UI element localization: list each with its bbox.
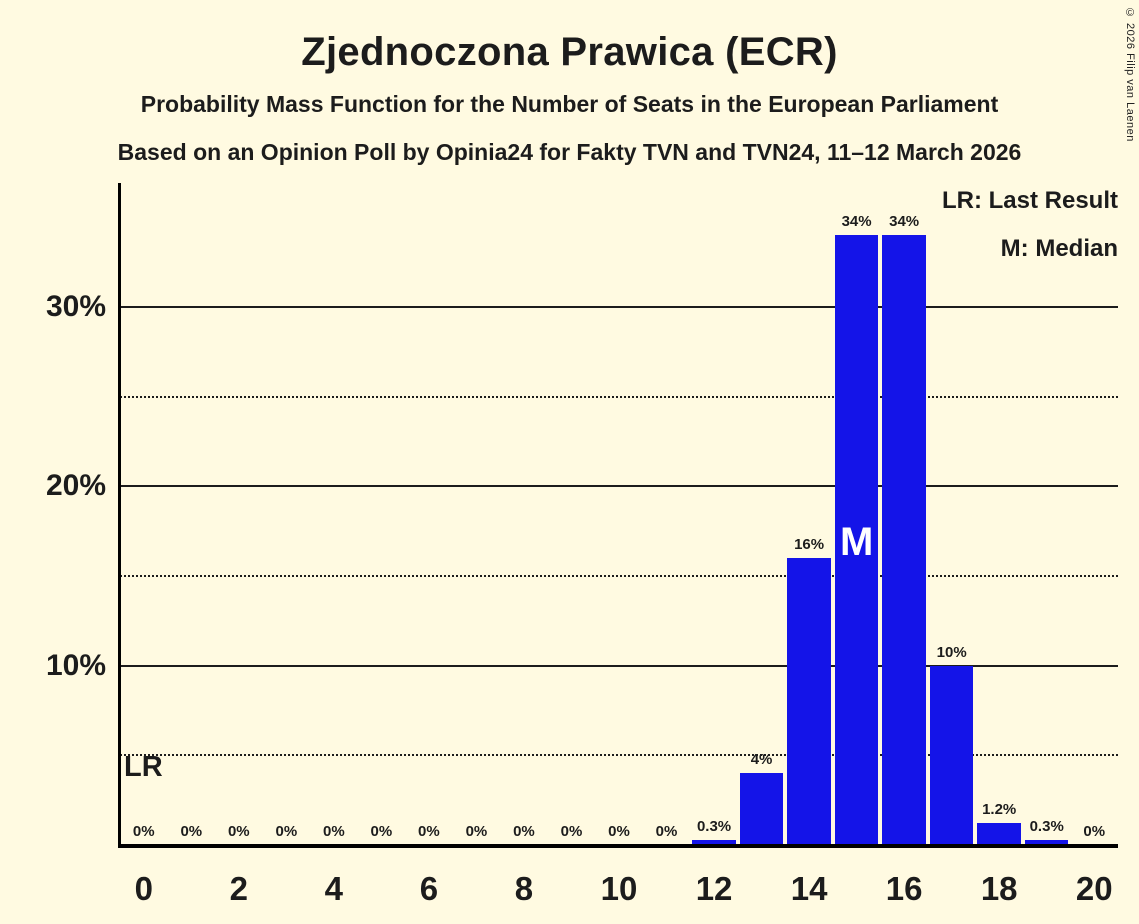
x-axis-tick-label: 10 <box>600 870 638 907</box>
x-axis-tick-label: 16 <box>885 870 923 907</box>
y-axis-tick-label: 10% <box>45 648 106 682</box>
x-axis-tick-label: 14 <box>790 870 828 907</box>
bar-value-label: 0% <box>418 823 440 840</box>
y-axis-tick-label: 20% <box>45 469 106 503</box>
gridline-solid <box>120 306 1118 309</box>
x-axis-tick-label: 18 <box>980 870 1018 907</box>
gridline-solid <box>120 664 1118 667</box>
bar-value-label: 0% <box>227 823 250 840</box>
bar-value-label: 0% <box>180 823 203 840</box>
legend-median: M: Median <box>1000 235 1118 262</box>
x-axis-tick-label: 12 <box>695 870 733 907</box>
bar <box>834 235 879 845</box>
bar-value-label: 0% <box>608 823 630 840</box>
y-axis-line <box>118 183 121 848</box>
bar-value-label: 0% <box>132 823 155 840</box>
chart-title: Zjednoczona Prawica (ECR) <box>301 30 838 74</box>
bar-value-label: 0% <box>560 823 583 840</box>
x-axis-tick-label: 2 <box>229 870 248 907</box>
bar <box>1024 839 1069 845</box>
bar-value-label: 4% <box>750 751 773 769</box>
bar-value-label: 34% <box>889 213 920 231</box>
x-axis-tick-label: 6 <box>419 870 439 907</box>
bar-value-label: 0.3% <box>696 817 732 835</box>
y-axis-tick-label: 30% <box>45 290 106 324</box>
x-axis-tick-label: 8 <box>514 870 534 907</box>
x-axis-tick-label: 0 <box>134 870 153 907</box>
gridline-dotted <box>120 575 1118 578</box>
bar-value-label: 1.2% <box>982 801 1017 819</box>
bar <box>739 773 784 845</box>
bar-value-label: 0% <box>513 823 535 840</box>
bar-value-label: 10% <box>936 643 967 661</box>
bar-value-label: 0% <box>1083 823 1106 840</box>
chart-source-line: Based on an Opinion Poll by Opinia24 for… <box>117 139 1022 165</box>
bar <box>977 823 1021 845</box>
chart-subtitle: Probability Mass Function for the Number… <box>140 91 999 117</box>
x-axis-line <box>118 844 1118 848</box>
bar-value-label: 0% <box>655 823 678 840</box>
gridline-dotted <box>120 395 1118 398</box>
x-axis-tick-label: 20 <box>1075 870 1113 907</box>
bar <box>882 235 926 845</box>
bar <box>929 665 974 845</box>
gridline-solid <box>120 485 1118 488</box>
bar-value-label: 16% <box>794 536 825 554</box>
bar-value-label: 0% <box>275 823 298 840</box>
bar-value-label: 0% <box>370 823 393 840</box>
bar <box>787 558 831 845</box>
bar-value-label: 34% <box>841 213 872 231</box>
last-result-marker-label: LR <box>124 751 163 783</box>
legend-last-result: LR: Last Result <box>941 187 1118 214</box>
bar-value-label: 0% <box>465 823 488 840</box>
x-axis-tick-label: 4 <box>324 870 344 907</box>
median-marker: M <box>839 520 874 565</box>
copyright-notice: © 2026 Filip van Laenen <box>1124 7 1136 142</box>
bar-value-label: 0.3% <box>1029 817 1064 835</box>
gridline-dotted <box>120 754 1118 757</box>
bar <box>692 839 736 845</box>
bar-value-label: 0% <box>323 823 345 840</box>
